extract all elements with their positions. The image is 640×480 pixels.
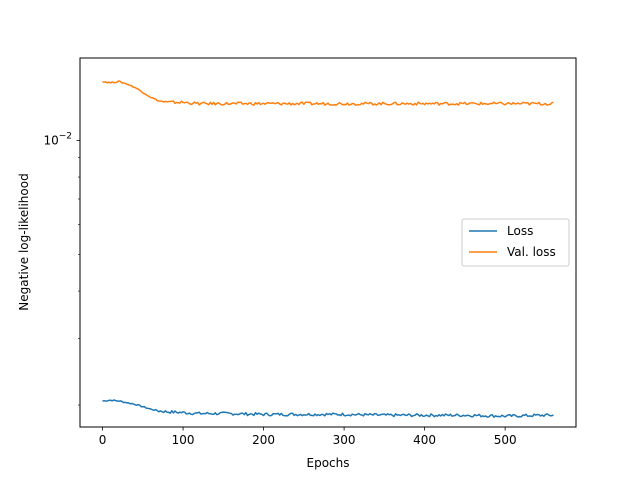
x-axis: 0 100 200 300 400 500 (99, 427, 517, 447)
x-tick-label: 200 (252, 433, 275, 447)
legend-label-val-loss: Val. loss (507, 245, 556, 259)
legend-label-loss: Loss (507, 224, 533, 238)
x-tick-label: 0 (99, 433, 107, 447)
x-tick-label: 300 (333, 433, 356, 447)
plot-frame (79, 57, 577, 428)
series-line-loss (102, 399, 554, 418)
series-line-val-loss (102, 80, 554, 106)
x-tick-label: 100 (172, 433, 195, 447)
series-layer (102, 80, 554, 418)
x-tick-label: 500 (494, 433, 517, 447)
x-tick-label: 400 (413, 433, 436, 447)
y-axis-label: Negative log-likelihood (17, 173, 31, 310)
legend: Loss Val. loss (461, 218, 570, 267)
x-axis-label: Epochs (307, 456, 350, 470)
